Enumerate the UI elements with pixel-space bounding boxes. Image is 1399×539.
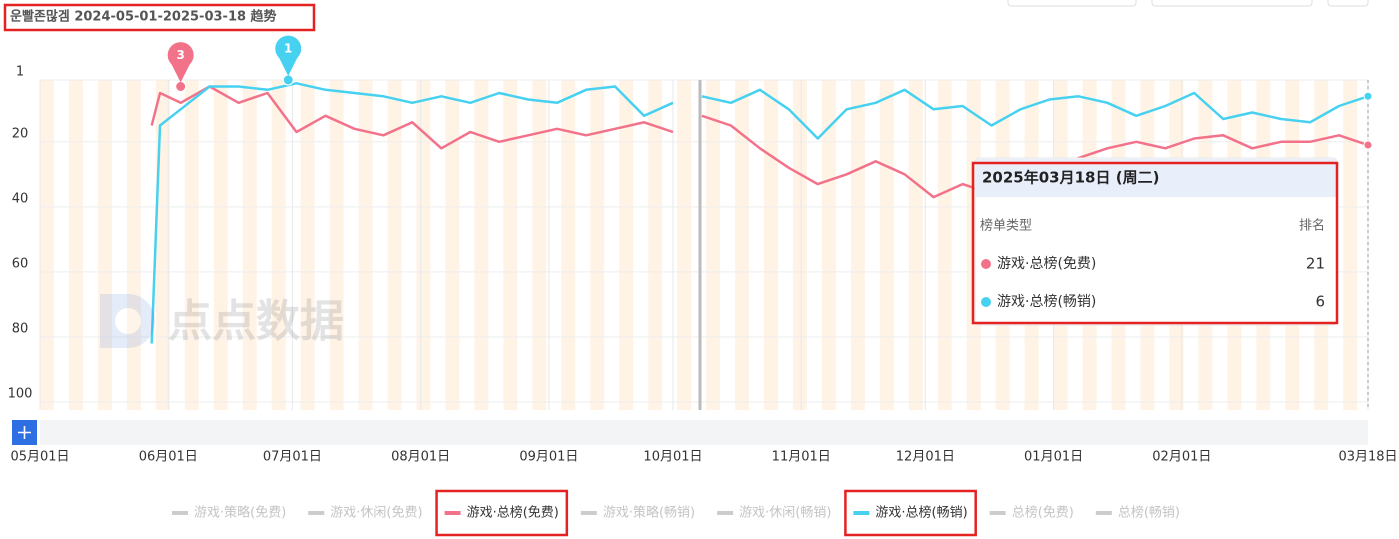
legend-label: 总榜(畅销): [1118, 505, 1180, 521]
x-tick-label: 06月01日: [139, 450, 198, 465]
annotation-point: [175, 81, 187, 93]
x-tick-label: 08月01日: [391, 450, 450, 465]
legend-label: 游戏·策略(畅销): [603, 505, 695, 521]
watermark-text: 点点数据: [168, 296, 344, 347]
toolbar-button[interactable]: [1327, 0, 1369, 7]
chart-title: 운빨존많겜 2024-05-01-2025-03-18 趋势: [10, 9, 277, 25]
legend-item[interactable]: 游戏·总榜(免费): [435, 489, 569, 537]
end-point: [1363, 140, 1373, 150]
annotation-point: [282, 74, 294, 86]
watermark: 点点数据: [100, 294, 344, 348]
x-tick-label: 10月01日: [643, 450, 702, 465]
tooltip-row-value: 6: [1315, 293, 1325, 311]
tooltip-row-value: 21: [1306, 255, 1325, 273]
toolbar-button[interactable]: [1151, 0, 1313, 7]
annotation-label: 3: [176, 48, 184, 62]
y-tick-label: 1: [16, 65, 24, 80]
x-tick-label: 12月01日: [896, 450, 955, 465]
x-tick-label: 01月01日: [1024, 450, 1083, 465]
y-tick-label: 60: [12, 256, 29, 271]
tooltip-swatch: [981, 297, 991, 307]
x-tick-label: 03月18日: [1338, 450, 1397, 465]
tooltip-row-name: 游戏·总榜(免费): [997, 255, 1096, 272]
annotation-pin: [167, 42, 194, 83]
series-line: [150, 82, 1369, 344]
legend-label: 游戏·休闲(畅销): [739, 506, 831, 521]
x-tick-label: 07月01日: [263, 450, 322, 465]
legend-label: 游戏·总榜(畅销): [875, 505, 967, 521]
toolbar-button[interactable]: [1007, 0, 1137, 7]
highlight-box: [435, 489, 569, 537]
annotation-pin: [275, 35, 302, 76]
y-tick-label: 20: [12, 126, 29, 141]
tooltip-title: 2025年03月18日 (周二): [982, 169, 1159, 187]
tooltip-swatch: [981, 259, 991, 269]
tooltip-header: 榜单类型: [980, 218, 1032, 234]
annotation-label: 1: [284, 42, 292, 56]
legend-item[interactable]: 游戏·策略(畅销): [580, 505, 695, 521]
y-tick-label: 80: [12, 321, 29, 336]
legend: 游戏·策略(免费) 游戏·休闲(免费) 游戏·总榜(免费) 游戏·策略(畅销) 游戏·休…: [172, 489, 1180, 537]
legend-item[interactable]: 总榜(免费): [989, 505, 1074, 521]
tooltip-header: 排名: [1299, 218, 1325, 234]
highlight-box: [3, 3, 316, 32]
legend-label: 游戏·总榜(免费): [467, 505, 559, 521]
tooltip: 2025年03月18日 (周二) 榜单类型 排名 游戏·总榜(免费) 21 游戏·总…: [971, 157, 1339, 326]
highlight-box: [971, 161, 1339, 325]
x-tick-label: 02月01日: [1152, 450, 1211, 465]
legend-item[interactable]: 游戏·休闲(畅销): [717, 506, 831, 521]
legend-item[interactable]: 游戏·休闲(免费): [308, 506, 423, 521]
x-tick-label: 11月01日: [772, 450, 831, 465]
x-tick-label: 09月01日: [519, 450, 578, 465]
tooltip-row-name: 游戏·总榜(畅销): [997, 293, 1096, 310]
y-tick-label: 100: [8, 387, 33, 402]
highlight-box: [844, 489, 977, 537]
y-tick-label: 40: [12, 191, 29, 206]
legend-item[interactable]: 游戏·策略(免费): [172, 505, 286, 521]
legend-label: 游戏·休闲(免费): [330, 506, 422, 521]
legend-item[interactable]: 游戏·总榜(畅销): [844, 489, 977, 537]
legend-label: 游戏·策略(免费): [194, 505, 286, 521]
x-tick-label: 05月01日: [10, 450, 69, 465]
end-point: [1363, 91, 1373, 101]
legend-item[interactable]: 总榜(畅销): [1095, 505, 1180, 521]
scrollbar[interactable]: [40, 420, 1368, 445]
zoom-icon: [18, 426, 31, 439]
legend-label: 总榜(免费): [1012, 505, 1074, 521]
